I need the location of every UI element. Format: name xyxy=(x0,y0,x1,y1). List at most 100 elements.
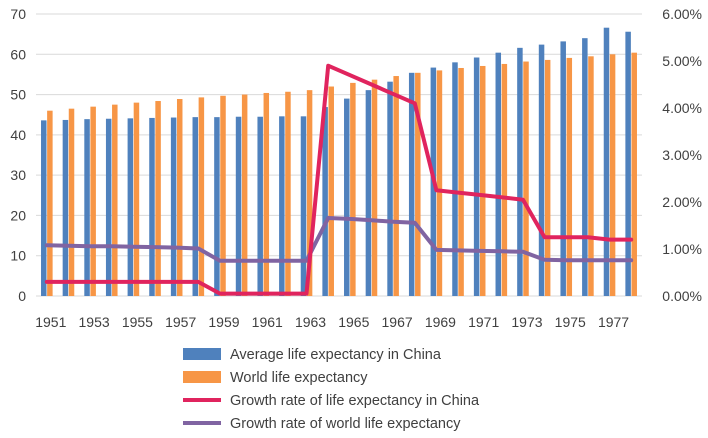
world-bar xyxy=(544,59,551,296)
china-bar xyxy=(365,90,372,296)
world-bar xyxy=(393,76,399,296)
legend-label: Average life expectancy in China xyxy=(230,347,442,363)
x-tick-label: 1965 xyxy=(338,314,369,330)
x-axis-ticks: 1951 1953 1955 1957 1959 1961 1963 1965 1967 1969… xyxy=(35,314,629,330)
china-bar xyxy=(408,72,415,297)
china-bar xyxy=(538,44,545,296)
world-bar xyxy=(436,70,443,297)
world-bar xyxy=(631,52,637,296)
china-bar xyxy=(517,47,523,297)
china-bar xyxy=(322,107,328,296)
left-tick-label: 40 xyxy=(10,127,26,143)
world-bar xyxy=(415,72,421,297)
x-tick-label: 1973 xyxy=(511,314,542,330)
line-series xyxy=(44,63,634,296)
china-bar xyxy=(170,117,177,296)
world-bar xyxy=(371,79,378,296)
world-bar xyxy=(306,90,313,296)
china-bar xyxy=(41,120,47,297)
world-bar xyxy=(523,61,529,297)
china-bar xyxy=(235,116,242,296)
right-tick-label: 0.00% xyxy=(662,288,702,304)
china-bar xyxy=(560,41,566,296)
x-tick-label: 1959 xyxy=(208,314,239,330)
china-bar xyxy=(603,27,610,296)
left-tick-label: 10 xyxy=(10,248,26,264)
china-bar xyxy=(387,81,393,297)
bar-series xyxy=(41,27,637,297)
china-bar xyxy=(149,117,155,297)
world-bar xyxy=(285,91,291,296)
legend-label: Growth rate of world life expectancy xyxy=(230,416,461,432)
world-bar xyxy=(220,95,226,296)
x-tick-label: 1967 xyxy=(382,314,413,330)
legend-label: Growth rate of life expectancy in China xyxy=(230,393,480,409)
left-tick-label: 70 xyxy=(10,6,26,22)
x-tick-label: 1953 xyxy=(79,314,110,330)
china-growth-line xyxy=(44,63,634,296)
world-bar xyxy=(588,56,594,296)
china-bar xyxy=(473,57,480,296)
legend: Average life expectancy in China World li… xyxy=(183,347,480,432)
world-bar xyxy=(263,92,270,297)
china-bar xyxy=(300,116,307,296)
x-tick-label: 1955 xyxy=(122,314,153,330)
world-bar xyxy=(479,65,486,297)
world-bar xyxy=(155,101,161,296)
left-tick-label: 0 xyxy=(18,288,26,304)
right-tick-label: 5.00% xyxy=(662,53,702,69)
legend-label: World life expectancy xyxy=(230,370,368,386)
legend-swatch xyxy=(183,348,221,360)
world-bar xyxy=(328,86,334,296)
x-tick-label: 1975 xyxy=(555,314,586,330)
x-tick-label: 1977 xyxy=(598,314,629,330)
right-tick-label: 3.00% xyxy=(662,147,702,163)
x-tick-label: 1951 xyxy=(35,314,66,330)
left-tick-label: 20 xyxy=(10,207,26,223)
left-tick-label: 60 xyxy=(10,46,26,62)
china-bar xyxy=(344,98,350,296)
china-bar xyxy=(279,116,285,296)
x-tick-label: 1963 xyxy=(295,314,326,330)
world-bar xyxy=(566,57,573,296)
china-bar xyxy=(214,117,220,296)
china-bar xyxy=(105,118,112,296)
world-bar xyxy=(47,110,53,296)
china-bar xyxy=(192,117,199,296)
china-bar xyxy=(452,62,458,296)
world-growth-line xyxy=(44,216,634,263)
world-bar xyxy=(350,82,356,296)
right-tick-label: 2.00% xyxy=(662,194,702,210)
x-tick-label: 1961 xyxy=(252,314,283,330)
x-tick-label: 1969 xyxy=(425,314,456,330)
gridlines xyxy=(36,13,642,297)
world-bar xyxy=(68,108,75,297)
right-tick-label: 6.00% xyxy=(662,6,702,22)
right-tick-label: 1.00% xyxy=(662,241,702,257)
china-bar xyxy=(62,119,69,296)
right-axis-ticks: 0.00% 1.00% 2.00% 3.00% 4.00% 5.00% 6.00% xyxy=(662,6,702,304)
china-bar xyxy=(495,52,502,296)
china-bar xyxy=(582,38,588,297)
world-bar xyxy=(112,104,118,297)
left-tick-label: 30 xyxy=(10,167,26,183)
x-tick-label: 1957 xyxy=(165,314,196,330)
china-bar xyxy=(84,119,90,296)
china-bar xyxy=(625,31,631,297)
world-bar xyxy=(133,102,140,296)
left-tick-label: 50 xyxy=(10,87,26,103)
world-bar xyxy=(90,106,96,297)
x-tick-label: 1971 xyxy=(468,314,499,330)
world-bar xyxy=(198,97,205,297)
world-bar xyxy=(609,54,616,297)
world-bar xyxy=(458,67,464,297)
right-tick-label: 4.00% xyxy=(662,100,702,116)
left-axis-ticks: 0 10 20 30 40 50 60 70 xyxy=(10,6,26,304)
china-bar xyxy=(127,118,134,296)
world-bar xyxy=(501,63,508,296)
legend-swatch xyxy=(183,371,221,383)
china-bar xyxy=(257,116,263,296)
world-bar xyxy=(176,99,183,296)
world-bar xyxy=(241,94,248,296)
